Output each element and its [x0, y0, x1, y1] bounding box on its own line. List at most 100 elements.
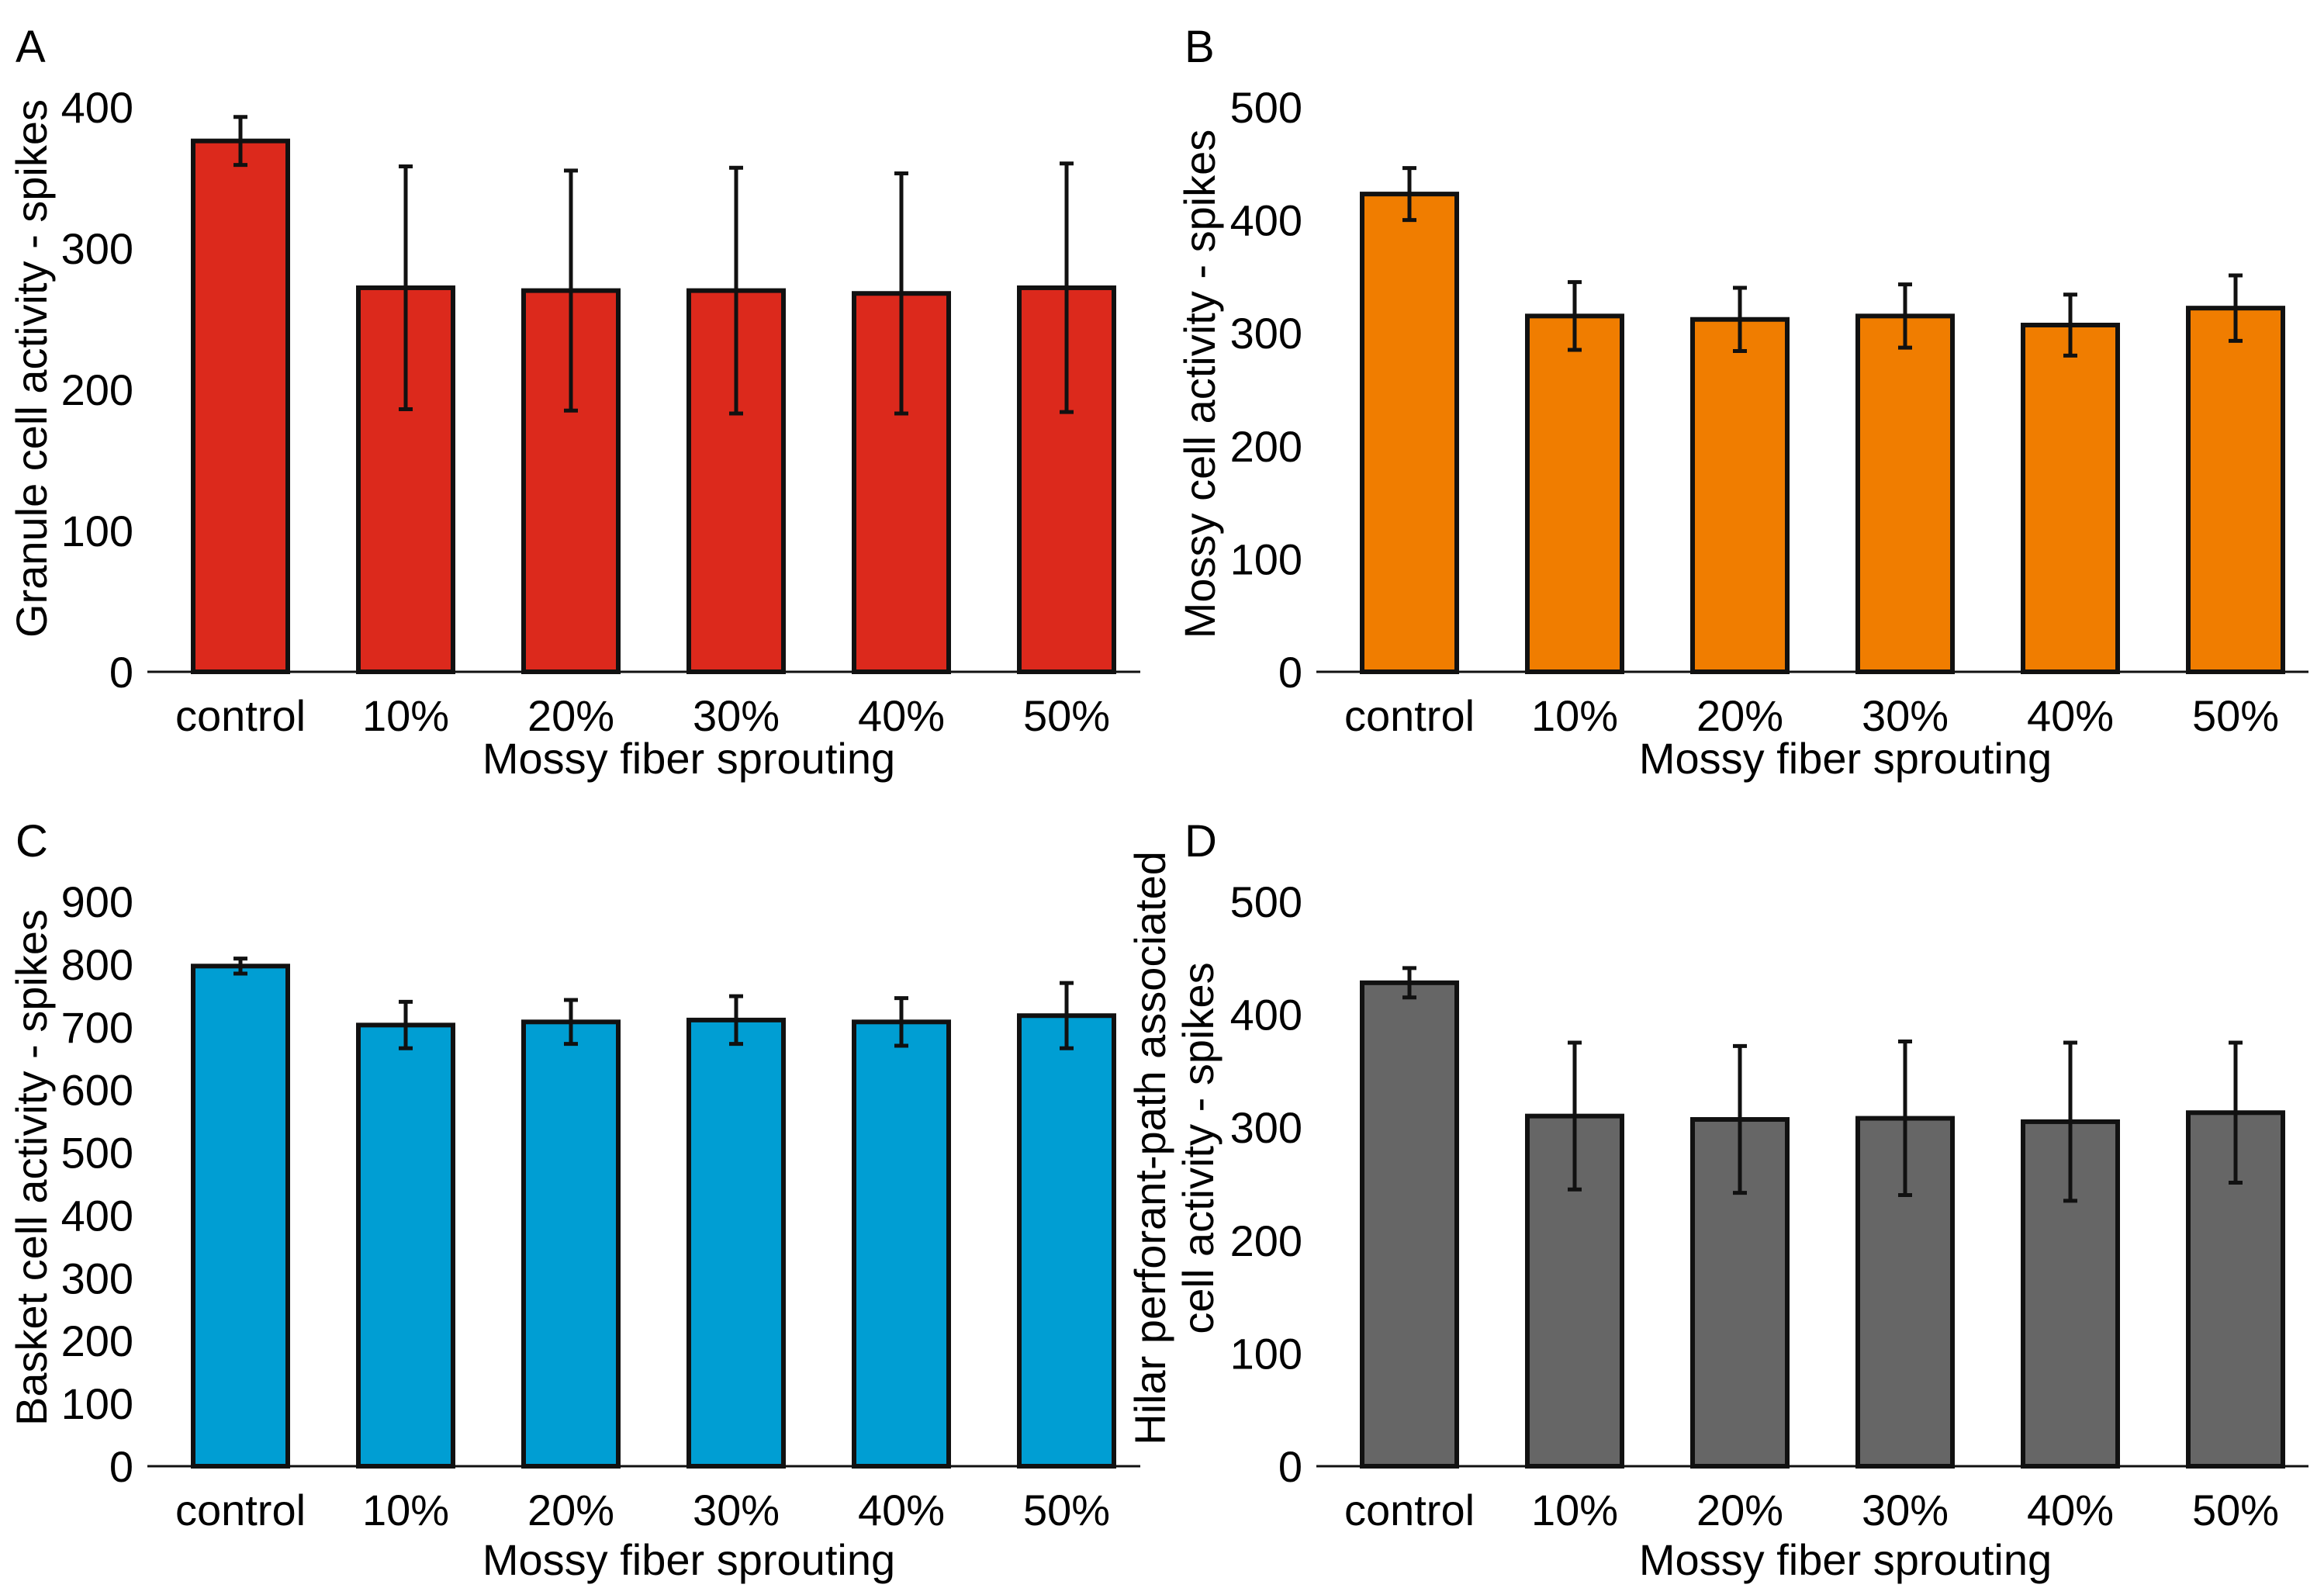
- y-tick-label: 0: [1278, 648, 1302, 697]
- bar: [1855, 1116, 1955, 1469]
- bar: [356, 1022, 455, 1469]
- y-axis-title: Mossy cell activity - spikes: [1175, 130, 1224, 639]
- y-tick-label: 200: [1230, 1216, 1302, 1265]
- y-tick-label: 300: [61, 1254, 133, 1303]
- x-tick-label: 30%: [1862, 691, 1949, 740]
- y-tick-label: 200: [61, 1316, 133, 1365]
- bar: [1855, 313, 1955, 674]
- x-tick-label: 50%: [1023, 1486, 1110, 1534]
- y-axis-title: Granule cell activity - spikes: [7, 99, 56, 638]
- x-axis-title: Mossy fiber sprouting: [482, 1535, 895, 1584]
- x-tick-label: 20%: [527, 691, 614, 740]
- panel-label: B: [1184, 22, 1215, 72]
- error-bar: [1898, 282, 1912, 350]
- error-bar: [564, 168, 578, 413]
- y-tick-label: 400: [1230, 196, 1302, 245]
- error-bar: [564, 998, 578, 1047]
- x-tick-label: 20%: [1696, 691, 1783, 740]
- bar: [2021, 323, 2120, 674]
- error-bar: [399, 164, 413, 411]
- error-bar: [729, 994, 743, 1047]
- y-tick-label: 200: [1230, 422, 1302, 471]
- error-bar: [1568, 280, 1582, 352]
- plot-area: 0 100 200 300 400 500 control 10% 20% 30% 40% 50%: [1230, 877, 2308, 1534]
- error-bar: [1402, 966, 1416, 1000]
- y-axis-title: Basket cell activity - spikes: [7, 909, 56, 1426]
- y-tick-label: 0: [109, 648, 133, 697]
- x-tick-label: 40%: [2027, 691, 2114, 740]
- error-bar: [1060, 981, 1074, 1050]
- x-tick-label: control: [175, 1486, 306, 1534]
- y-tick-label: 0: [109, 1442, 133, 1491]
- bar: [521, 1019, 621, 1469]
- error-bar: [1568, 1040, 1582, 1192]
- y-tick-label: 300: [1230, 1103, 1302, 1152]
- error-bar: [2063, 1040, 2077, 1203]
- x-tick-label: 30%: [1862, 1486, 1949, 1534]
- y-tick-label: 900: [61, 877, 133, 926]
- y-tick-label: 100: [61, 507, 133, 555]
- y-tick-label: 400: [1230, 991, 1302, 1040]
- panel-label: A: [16, 22, 46, 72]
- x-tick-label: 50%: [2192, 1486, 2279, 1534]
- x-tick-label: 30%: [693, 691, 780, 740]
- bar: [1525, 313, 1624, 674]
- y-tick-label: 0: [1278, 1442, 1302, 1491]
- bar: [1360, 980, 1459, 1469]
- error-bar: [233, 957, 247, 976]
- x-tick-label: 40%: [858, 691, 945, 740]
- x-axis-title: Mossy fiber sprouting: [482, 734, 895, 783]
- bar: [191, 964, 290, 1469]
- y-tick-label: 300: [61, 224, 133, 273]
- panel-a: A Granule cell activity - spikes 0 100 200…: [7, 22, 1140, 783]
- bar: [852, 1019, 951, 1469]
- x-tick-label: control: [1344, 1486, 1475, 1534]
- x-tick-label: 20%: [1696, 1486, 1783, 1534]
- error-bar: [894, 996, 908, 1048]
- error-bar: [1060, 161, 1074, 414]
- y-tick-label: 300: [1230, 309, 1302, 358]
- panel-d: D Hilar perforant-path associated cell a…: [1126, 816, 2308, 1584]
- error-bar: [894, 171, 908, 416]
- plot-area: 0 100 200 300 400 500 control 10% 20% 30% 40% 50%: [1230, 83, 2308, 740]
- panel-c: C Basket cell activity - spikes 0 100 200 3…: [7, 816, 1140, 1584]
- y-tick-label: 500: [1230, 877, 1302, 926]
- y-tick-label: 200: [61, 365, 133, 414]
- bar: [1690, 317, 1790, 674]
- y-tick-label: 400: [61, 83, 133, 132]
- error-bar: [233, 115, 247, 168]
- bar: [686, 1017, 786, 1469]
- x-tick-label: 10%: [362, 691, 449, 740]
- y-tick-label: 500: [61, 1129, 133, 1178]
- x-tick-label: control: [1344, 691, 1475, 740]
- y-tick-label: 500: [1230, 83, 1302, 132]
- y-tick-label: 700: [61, 1003, 133, 1052]
- error-bar: [729, 165, 743, 416]
- y-tick-label: 400: [61, 1191, 133, 1240]
- x-tick-label: 20%: [527, 1486, 614, 1534]
- x-tick-label: 50%: [1023, 691, 1110, 740]
- x-axis-title: Mossy fiber sprouting: [1639, 734, 2052, 783]
- y-axis-title: Hilar perforant-path associated cell act…: [1126, 851, 1223, 1445]
- plot-area: 0 100 200 300 400 control 10% 20% 30% 40% 50%: [61, 83, 1140, 740]
- error-bar: [1898, 1040, 1912, 1198]
- error-bar: [1733, 1043, 1747, 1195]
- x-tick-label: 10%: [1531, 691, 1618, 740]
- error-bar: [1733, 285, 1747, 353]
- y-axis-title-line: Granule cell activity - spikes: [7, 99, 56, 638]
- bar: [1360, 192, 1459, 674]
- x-tick-label: 50%: [2192, 691, 2279, 740]
- y-axis-title-line: Basket cell activity - spikes: [7, 909, 56, 1426]
- x-tick-label: 30%: [693, 1486, 780, 1534]
- y-axis-title-line: cell activity - spikes: [1174, 962, 1223, 1334]
- y-tick-label: 100: [61, 1379, 133, 1428]
- error-bar: [2229, 273, 2243, 343]
- y-axis-title-line: Hilar perforant-path associated: [1126, 851, 1174, 1445]
- panel-b: B Mossy cell activity - spikes 0 100 200 30…: [1175, 22, 2308, 783]
- x-tick-label: 40%: [858, 1486, 945, 1534]
- y-tick-label: 600: [61, 1066, 133, 1115]
- x-axis-title: Mossy fiber sprouting: [1639, 1535, 2052, 1584]
- x-tick-label: 10%: [362, 1486, 449, 1534]
- bar: [2186, 306, 2285, 674]
